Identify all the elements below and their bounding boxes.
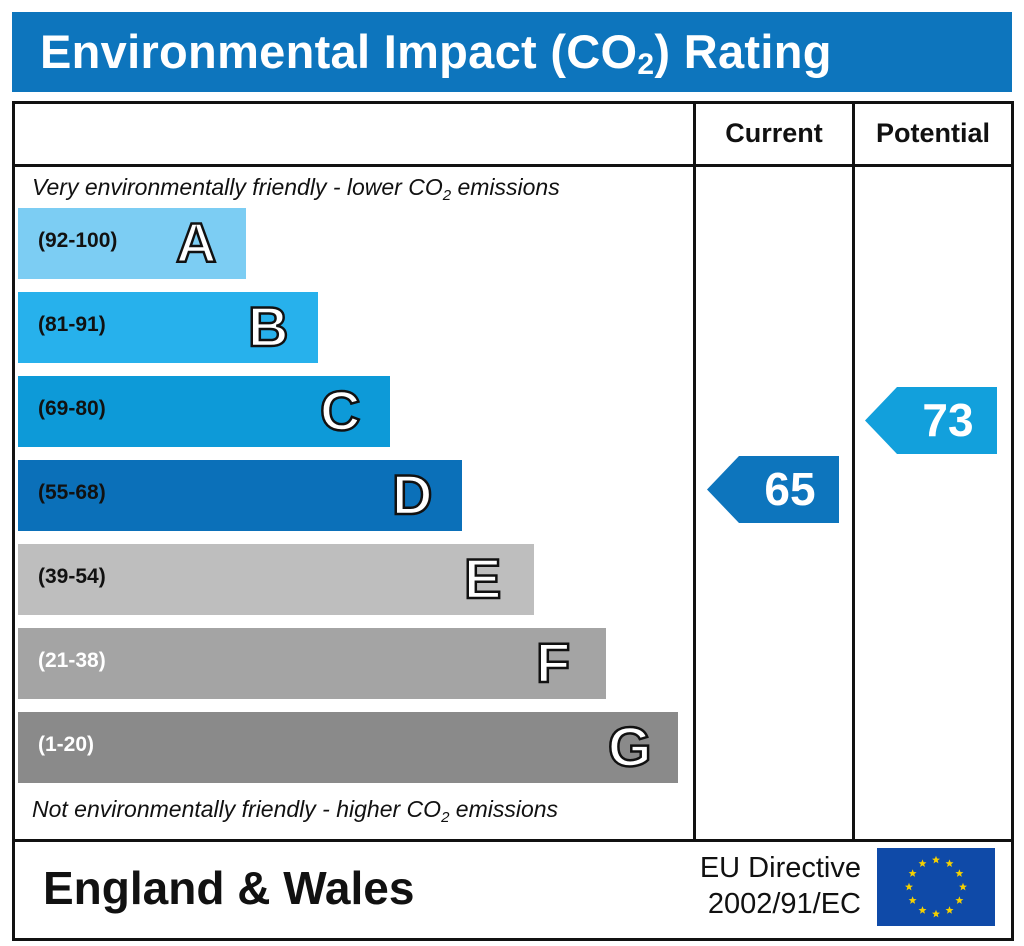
flag-star <box>955 896 964 904</box>
band-letter: B <box>247 294 290 360</box>
band-letter: F <box>535 630 572 696</box>
band-letter: C <box>319 378 362 444</box>
flag-star <box>945 906 954 914</box>
chart-title: Environmental Impact (CO2) Rating <box>40 25 832 81</box>
current-rating-value: 65 <box>764 463 816 515</box>
band-c: (69-80) C <box>18 376 390 447</box>
band-b: (81-91) B <box>18 292 318 363</box>
band-letter: G <box>607 714 653 780</box>
rating-frame: Current Potential Very environmentally f… <box>12 101 1014 941</box>
flag-star <box>945 859 954 868</box>
band-range-label: (55-68) <box>38 481 106 504</box>
column-header-current: Current <box>725 118 823 148</box>
flag-star <box>918 906 927 914</box>
potential-rating-value: 73 <box>922 394 974 446</box>
band-range-label: (1-20) <box>38 733 95 756</box>
band-letter: D <box>391 462 434 528</box>
flag-star <box>959 882 967 891</box>
eu-directive-label: EU Directive 2002/91/EC <box>641 850 861 922</box>
caption-bottom: Not environmentally friendly - higher CO… <box>32 796 559 826</box>
band-letter: A <box>175 210 218 276</box>
band-a: (92-100) A <box>18 208 246 279</box>
band-range-label: (92-100) <box>38 229 118 252</box>
column-header-potential: Potential <box>875 118 990 148</box>
band-e: (39-54) E <box>18 544 534 615</box>
band-f: (21-38) F <box>18 628 606 699</box>
potential-arrow-shape <box>865 387 997 454</box>
header-rule <box>15 164 1011 167</box>
eu-directive-line2: 2002/91/EC <box>707 888 861 920</box>
divider-potential <box>852 104 855 839</box>
flag-star <box>905 882 913 891</box>
eu-flag-icon <box>877 848 995 926</box>
flag-star <box>932 909 940 918</box>
current-arrow-shape <box>707 456 839 523</box>
flag-star <box>955 869 964 877</box>
band-range-label: (81-91) <box>38 313 106 336</box>
divider-current <box>693 104 696 839</box>
footer-rule <box>15 839 1011 842</box>
band-d: (55-68) D <box>18 460 462 531</box>
band-letter: E <box>463 546 503 612</box>
band-range-label: (69-80) <box>38 397 106 420</box>
flag-star <box>918 859 927 868</box>
band-range-label: (39-54) <box>38 565 106 588</box>
band-g: (1-20) G <box>18 712 678 783</box>
region-label: England & Wales <box>43 862 415 914</box>
band-range-label: (21-38) <box>38 649 106 672</box>
flag-star <box>932 855 940 864</box>
caption-top: Very environmentally friendly - lower CO… <box>32 174 560 204</box>
flag-star <box>908 896 917 904</box>
eu-directive-line1: EU Directive <box>699 852 861 884</box>
flag-star <box>908 869 917 877</box>
title-bar: Environmental Impact (CO2) Rating <box>12 12 1012 92</box>
